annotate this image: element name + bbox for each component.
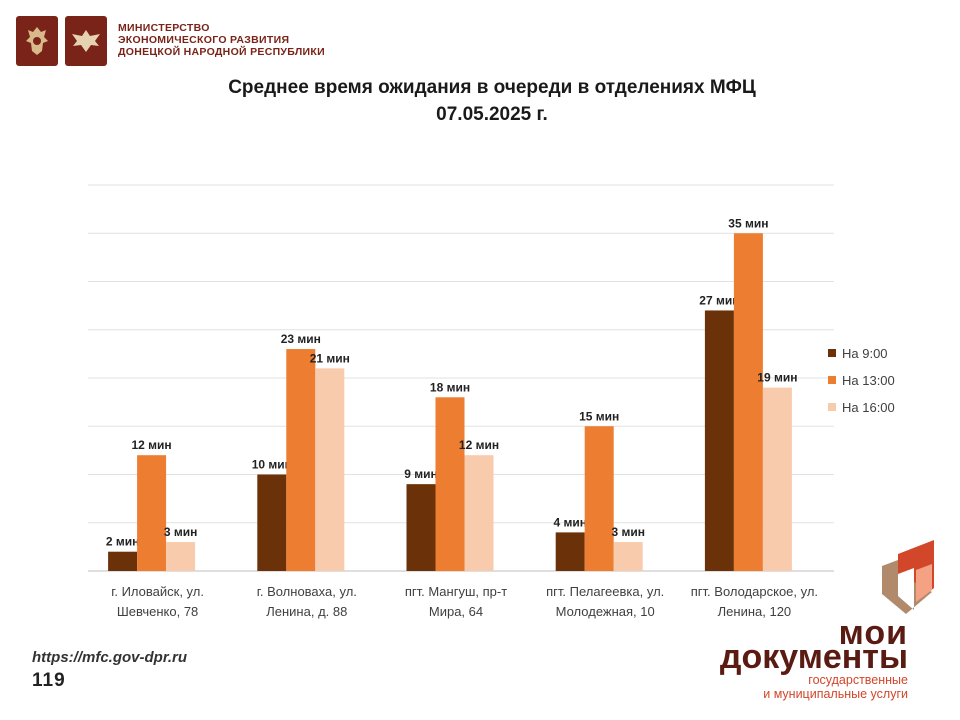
category-label: Ленина, 120 [718,604,792,619]
brand-tagline: государственные и муниципальные услуги [763,673,908,701]
dpr-emblem-icon [65,16,107,66]
data-label: 19 мин [757,371,797,385]
legend-swatch [828,376,836,384]
brand-tagline-1: государственные [808,673,908,687]
legend-swatch [828,349,836,357]
chart-title: Среднее время ожидания в очереди в отдел… [0,74,960,128]
brand-tagline-2: и муниципальные услуги [763,687,908,701]
bar-1-3 [406,484,436,571]
chart-title-line-1: Среднее время ожидания в очереди в отдел… [228,77,756,98]
category-label: Шевченко, 78 [117,604,198,619]
bar-2-2 [286,349,316,571]
bar-1-4 [555,532,585,571]
bar-3-2 [315,368,345,571]
bar-1-5 [704,310,734,571]
bar-3-3 [464,455,494,571]
category-label: Мира, 64 [429,604,483,619]
ministry-line-1: МИНИСТЕРСТВО [118,22,210,34]
category-label: г. Иловайск, ул. [111,584,204,599]
ministry-name: МИНИСТЕРСТВО ЭКОНОМИЧЕСКОГО РАЗВИТИЯ ДОН… [118,22,325,58]
category-label: пгт. Мангуш, пр-т [405,584,507,599]
bar-1-2 [257,474,287,571]
moi-dokumenty-logo-icon [882,540,934,614]
bar-2-5 [733,233,763,571]
page-number: 119 [32,670,66,691]
chart-title-line-2: 07.05.2025 г. [436,104,548,125]
category-label: пгт. Володарское, ул. [691,584,818,599]
bar-2-3 [435,397,465,571]
bar-3-5 [762,387,792,571]
data-label: 9 мин [404,467,438,481]
data-label: 15 мин [579,409,619,423]
data-label: 3 мин [611,525,645,539]
ministry-line-2: ЭКОНОМИЧЕСКОГО РАЗВИТИЯ [118,34,290,46]
category-label: Молодежная, 10 [556,604,655,619]
bar-3-1 [166,542,196,571]
bar-2-1 [137,455,167,571]
data-label: 10 мин [252,458,292,472]
data-label: 18 мин [430,380,470,394]
brand-block: мои документы государственные и муниципа… [700,540,950,710]
data-label: 27 мин [699,293,739,307]
data-label: 2 мин [106,535,140,549]
category-label: пгт. Пелагеевка, ул. [546,584,664,599]
legend-label: На 16:00 [842,400,895,415]
legend-label: На 13:00 [842,373,895,388]
data-label: 4 мин [553,515,587,529]
data-label: 21 мин [310,351,350,365]
bar-2-4 [584,426,614,571]
category-label: Ленина, д. 88 [266,604,347,619]
ministry-line-3: ДОНЕЦКОЙ НАРОДНОЙ РЕСПУБЛИКИ [118,46,325,58]
data-label: 3 мин [164,525,198,539]
category-label: г. Волноваха, ул. [257,584,357,599]
data-label: 12 мин [132,438,172,452]
data-label: 23 мин [281,332,321,346]
bar-3-4 [613,542,643,571]
header: МИНИСТЕРСТВО ЭКОНОМИЧЕСКОГО РАЗВИТИЯ ДОН… [16,16,325,66]
brand-line-1: мои [838,614,908,652]
legend-swatch [828,403,836,411]
bar-1-1 [108,551,138,571]
website-url[interactable]: https://mfc.gov-dpr.ru [32,649,187,666]
data-label: 12 мин [459,438,499,452]
brand-line-2: документы [719,638,908,676]
data-label: 35 мин [728,216,768,230]
russia-emblem-icon [16,16,58,66]
legend-label: На 9:00 [842,346,888,361]
